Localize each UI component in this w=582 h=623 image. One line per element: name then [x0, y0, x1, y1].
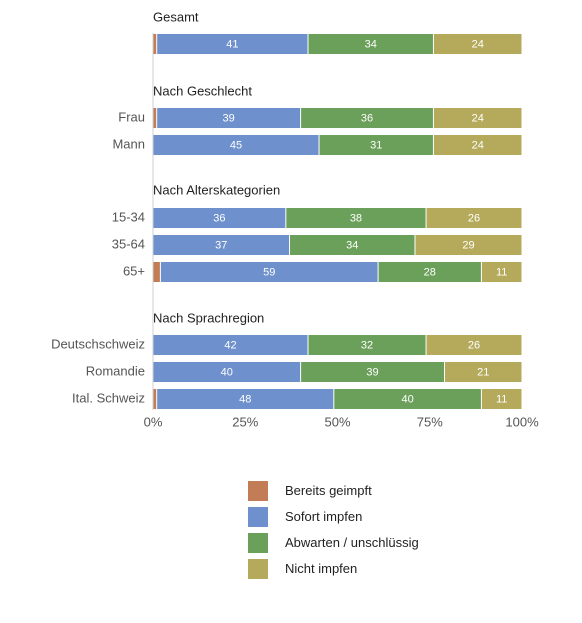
row-label: 35-64 [112, 236, 145, 251]
data-label: 21 [477, 366, 489, 378]
bar-segment-abwarten-unschl-ssig [378, 262, 481, 282]
bar-segment-nicht-impfen [445, 362, 522, 382]
bar-segment-nicht-impfen [426, 208, 522, 228]
bar-segment-sofort-impfen [153, 235, 290, 255]
bar-segment-abwarten-unschl-ssig [290, 235, 415, 255]
legend-label: Sofort impfen [285, 509, 362, 524]
data-label: 29 [462, 239, 474, 251]
bar-segment-abwarten-unschl-ssig [286, 208, 426, 228]
data-label: 11 [496, 266, 507, 278]
bar-segment-nicht-impfen [433, 108, 522, 128]
data-label: 34 [346, 239, 358, 251]
bar-segment-abwarten-unschl-ssig [319, 135, 433, 155]
row-label: 65+ [123, 263, 145, 278]
legend-label: Bereits geimpft [285, 483, 372, 498]
x-tick-label: 0% [144, 414, 163, 429]
bar-segment-bereits-geimpft [153, 389, 157, 409]
bar-segment-sofort-impfen [153, 135, 319, 155]
data-label: 45 [230, 139, 242, 151]
bar-segment-bereits-geimpft [153, 262, 160, 282]
bar-segment-sofort-impfen [160, 262, 378, 282]
data-label: 36 [213, 212, 225, 224]
data-label: 34 [365, 38, 377, 50]
data-label: 37 [215, 239, 227, 251]
bar-segment-abwarten-unschl-ssig [301, 108, 433, 128]
bar-segment-sofort-impfen [153, 362, 301, 382]
bar-segment-sofort-impfen [157, 34, 308, 54]
data-label: 48 [239, 393, 251, 405]
data-label: 40 [221, 366, 233, 378]
data-label: 39 [366, 366, 378, 378]
group-title: Nach Geschlecht [153, 83, 252, 98]
group-title: Nach Alterskategorien [153, 182, 280, 197]
bar-segment-abwarten-unschl-ssig [334, 389, 481, 409]
x-tick-label: 75% [417, 414, 443, 429]
bar-segment-abwarten-unschl-ssig [301, 362, 445, 382]
bar-segment-nicht-impfen [415, 235, 522, 255]
row-label: Mann [112, 136, 145, 151]
bar-segment-nicht-impfen [433, 34, 522, 54]
row-label: Deutschschweiz [51, 336, 145, 351]
bar-segment-sofort-impfen [157, 108, 301, 128]
data-label: 36 [361, 112, 373, 124]
legend-swatch [248, 507, 268, 527]
x-tick-label: 50% [324, 414, 350, 429]
legend-swatch [248, 533, 268, 553]
bar-segment-nicht-impfen [426, 335, 522, 355]
data-label: 59 [263, 266, 275, 278]
bar-segment-nicht-impfen [481, 389, 522, 409]
data-label: 38 [350, 212, 362, 224]
legend-label: Abwarten / unschlüssig [285, 535, 419, 550]
data-label: 32 [361, 339, 373, 351]
data-label: 40 [401, 393, 413, 405]
bar-segment-sofort-impfen [153, 335, 308, 355]
bar-segment-bereits-geimpft [153, 34, 157, 54]
legend-swatch [248, 481, 268, 501]
group-title: Gesamt [153, 9, 199, 24]
bar-segment-sofort-impfen [157, 389, 334, 409]
data-label: 26 [468, 212, 480, 224]
data-label: 24 [472, 139, 484, 151]
bar-segment-nicht-impfen [433, 135, 522, 155]
bar-segment-sofort-impfen [153, 208, 286, 228]
data-label: 24 [472, 38, 484, 50]
row-label: Frau [118, 109, 145, 124]
row-label: 15-34 [112, 209, 145, 224]
x-tick-label: 25% [232, 414, 258, 429]
group-title: Nach Sprachregion [153, 310, 264, 325]
data-label: 39 [223, 112, 235, 124]
bar-segment-abwarten-unschl-ssig [308, 335, 426, 355]
bar-segment-bereits-geimpft [153, 108, 157, 128]
x-tick-label: 100% [505, 414, 539, 429]
data-label: 28 [424, 266, 436, 278]
legend-swatch [248, 559, 268, 579]
data-label: 31 [370, 139, 382, 151]
row-label: Ital. Schweiz [72, 390, 145, 405]
data-label: 26 [468, 339, 480, 351]
data-label: 11 [496, 393, 507, 405]
data-label: 41 [226, 38, 238, 50]
data-label: 24 [472, 112, 484, 124]
bar-segment-abwarten-unschl-ssig [308, 34, 433, 54]
data-label: 42 [224, 339, 236, 351]
row-label: Romandie [86, 363, 145, 378]
legend-label: Nicht impfen [285, 561, 357, 576]
bar-segment-nicht-impfen [481, 262, 522, 282]
